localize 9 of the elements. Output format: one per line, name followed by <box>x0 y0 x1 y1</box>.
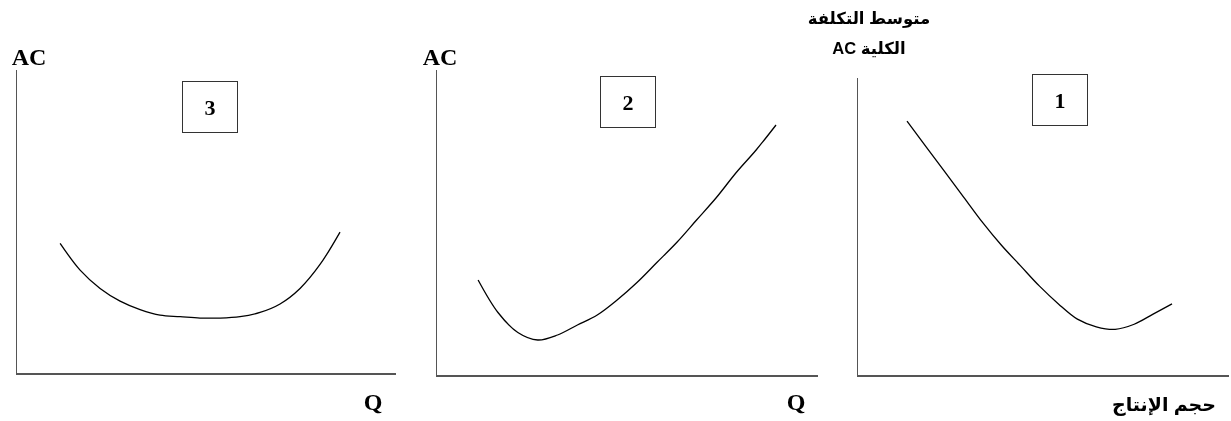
x-axis-title: Q <box>363 388 383 417</box>
text: 1 <box>1054 87 1066 113</box>
y-axis-title: متوسط التكلفة الكلية AC <box>806 8 932 60</box>
x-axis-title: Q <box>786 388 806 417</box>
text: 2 <box>622 89 634 115</box>
y-axis-title: AC <box>421 43 459 72</box>
x-axis-title: حجم الإنتاج <box>1112 393 1216 418</box>
y-axis-title: AC <box>10 43 48 72</box>
text: 3 <box>204 94 216 120</box>
